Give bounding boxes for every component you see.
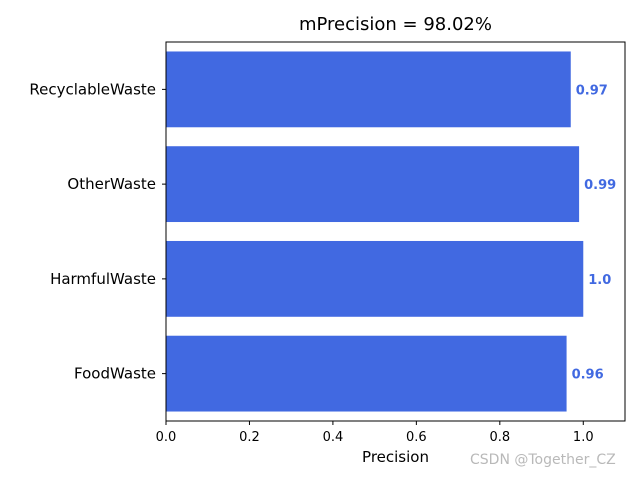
x-tick-label: 0.4 bbox=[323, 430, 344, 445]
bar bbox=[166, 240, 584, 317]
bar bbox=[166, 51, 571, 128]
x-axis-label: Precision bbox=[362, 448, 429, 466]
bar-value-label: 0.99 bbox=[584, 178, 616, 193]
y-tick-labels: RecyclableWaste OtherWaste HarmfulWaste Foo… bbox=[29, 80, 166, 383]
chart-title: mPrecision = 98.02% bbox=[299, 14, 492, 35]
watermark: CSDN @Together_CZ bbox=[470, 452, 616, 468]
bar-value-label: 0.96 bbox=[572, 368, 604, 383]
x-tick-label: 1.0 bbox=[573, 430, 594, 445]
x-tick-label: 0.8 bbox=[489, 430, 510, 445]
x-tick-label: 0.6 bbox=[406, 430, 427, 445]
bar bbox=[166, 335, 567, 412]
bars-group bbox=[166, 51, 584, 412]
y-tick-label: RecyclableWaste bbox=[29, 80, 156, 98]
x-tick-label: 0.2 bbox=[239, 430, 260, 445]
bar bbox=[166, 146, 580, 223]
bar-value-label: 0.97 bbox=[576, 83, 608, 98]
y-tick-label: FoodWaste bbox=[74, 365, 156, 383]
x-tick-label: 0.0 bbox=[156, 430, 177, 445]
bar-value-label: 1.0 bbox=[588, 273, 611, 288]
y-tick-label: HarmfulWaste bbox=[50, 270, 156, 288]
plot-frame bbox=[165, 41, 626, 422]
bar-value-labels: 0.97 0.99 1.0 0.96 bbox=[572, 83, 617, 382]
x-axis-ticks: 0.0 0.2 0.4 0.6 0.8 1.0 bbox=[156, 421, 594, 445]
y-tick-label: OtherWaste bbox=[67, 175, 156, 193]
